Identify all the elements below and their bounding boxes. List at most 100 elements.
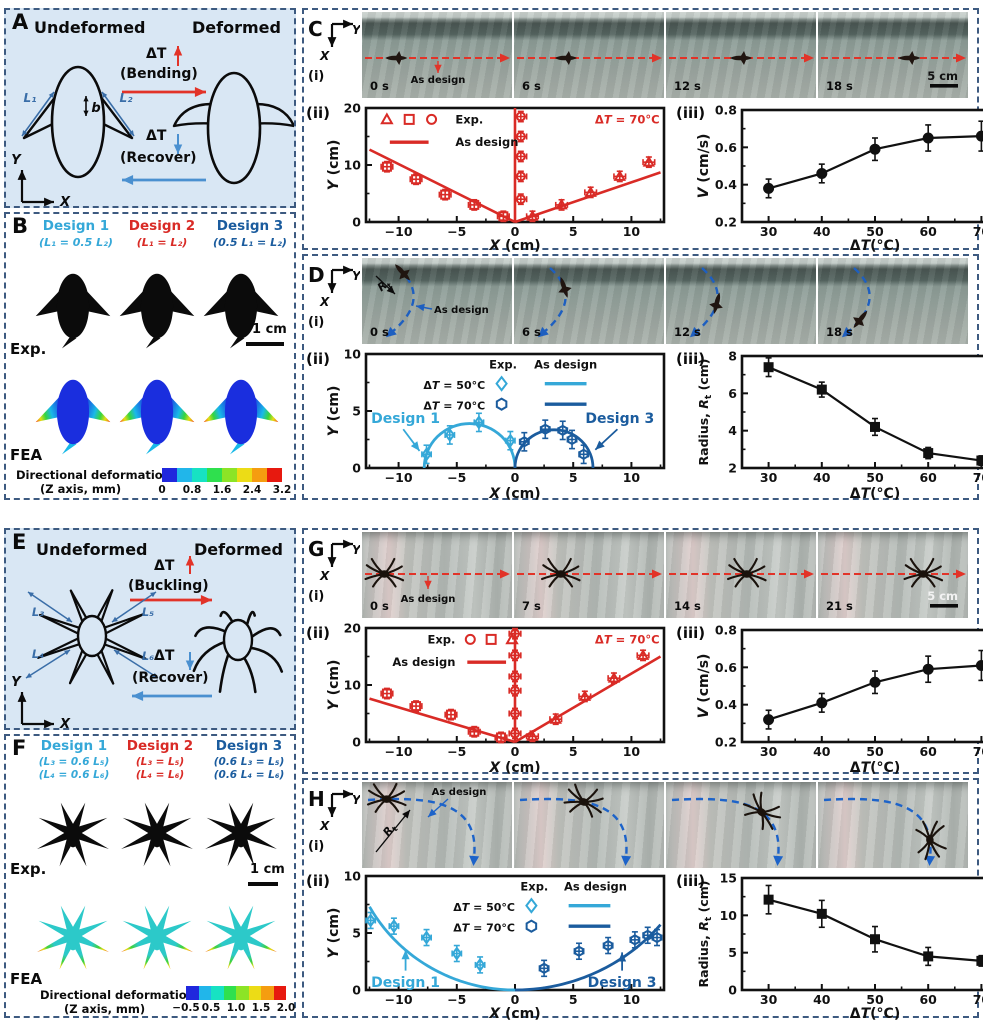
svg-text:V (cm/s): V (cm/s): [696, 134, 712, 199]
svg-text:Y (cm): Y (cm): [326, 386, 342, 437]
photo-frame: 6 s: [514, 258, 664, 344]
svg-text:G: G: [308, 537, 324, 561]
svg-text:10: 10: [344, 870, 362, 884]
subpanel-ii-label: (ii): [306, 104, 330, 122]
fea-row-label: FEA: [10, 446, 43, 464]
svg-text:As design: As design: [411, 75, 466, 86]
panel-b-label: B: [12, 214, 29, 238]
svg-text:X: X: [319, 569, 330, 583]
design-1-formula1: (L₃ = 0.6 L₅): [38, 756, 110, 768]
svg-text:30: 30: [760, 992, 778, 1007]
panel-f-label: F: [12, 736, 27, 760]
svg-text:18 s: 18 s: [826, 325, 853, 339]
panel-e-label: E: [12, 530, 27, 554]
subpanel-iii-label: (iii): [676, 350, 706, 368]
design-3-formula2: (0.6 L₄ = L₆): [213, 769, 285, 781]
chart-c-iii: (iii) 30 40 50 60 70 0.2 0.4 0.6 0.8 ΔT(°C) V (cm/s…: [676, 102, 983, 252]
svg-text:As design: As design: [392, 655, 455, 669]
svg-text:X (cm): X (cm): [488, 760, 540, 774]
panel-h: H Y X (i) As design Rt (ii) −10 −5 0 5 10 0 5 10 X (cm…: [302, 778, 983, 1020]
fea-row-label: FEA: [10, 970, 43, 988]
svg-text:0.4: 0.4: [715, 177, 737, 192]
svg-text:21 s: 21 s: [826, 599, 853, 613]
svg-text:0: 0: [511, 992, 520, 1007]
photo-frame: [666, 782, 816, 868]
panel-h-corner-axes: H Y X (i): [306, 782, 362, 872]
svg-text:C: C: [308, 17, 323, 41]
photo-frame: 0 s As design: [362, 12, 512, 98]
panel-a-label: A: [12, 10, 29, 34]
svg-text:Design 3: Design 3: [585, 411, 654, 427]
svg-text:b: b: [91, 101, 100, 116]
svg-text:50: 50: [866, 224, 884, 239]
panel-d-corner-axes: D Y X (i): [306, 258, 362, 348]
design-2-formula1: (L₃ = L₅): [135, 756, 185, 768]
svg-text:10: 10: [344, 158, 362, 173]
subpanel-iii-label: (iii): [676, 872, 706, 890]
chart-g-iii: (iii) 30 40 50 60 70 0.2 0.4 0.6 0.8 ΔT(°C) V (cm/s…: [676, 622, 983, 774]
svg-text:2: 2: [728, 461, 737, 476]
colorbar: [162, 468, 282, 482]
panel-a: L₁ L₂ b Y X A Undeformed Deformed ΔT (Bendin…: [4, 8, 296, 208]
photo-frame: [514, 782, 664, 868]
svg-text:50: 50: [866, 470, 884, 485]
svg-text:10: 10: [623, 470, 641, 485]
svg-text:L₃: L₃: [32, 605, 44, 619]
deformed-label: Deformed: [192, 18, 281, 37]
photo-frame: 14 s: [666, 532, 816, 618]
svg-text:As design: As design: [534, 357, 597, 371]
svg-text:ΔT = 70°C: ΔT = 70°C: [423, 399, 485, 412]
exp-row-label: Exp.: [10, 340, 47, 358]
photo-frame: 12 s: [666, 258, 816, 344]
svg-text:−10: −10: [385, 470, 413, 485]
svg-text:D: D: [308, 263, 325, 287]
svg-text:60: 60: [919, 470, 937, 485]
fea-fish-design1: [34, 360, 112, 464]
photo-frame: 12 s: [666, 12, 816, 98]
svg-text:X (cm): X (cm): [488, 1006, 540, 1020]
svg-text:−5: −5: [447, 470, 466, 485]
svg-text:−5: −5: [447, 992, 466, 1007]
svg-text:Design 1: Design 1: [371, 975, 440, 991]
svg-text:20: 20: [344, 102, 362, 116]
design-1-formula2: (L₄ = 0.6 L₆): [38, 769, 110, 781]
svg-text:−10: −10: [385, 744, 413, 759]
panel-b: B Design 1 Design 2 Design 3 (L₁ = 0.5 L…: [4, 212, 296, 500]
design-1-formula: (L₁ = 0.5 L₂): [39, 236, 113, 249]
design-2-formula2: (L₄ = L₆): [135, 769, 185, 781]
svg-text:L₂: L₂: [120, 91, 134, 105]
svg-text:(i): (i): [308, 839, 324, 854]
svg-text:70: 70: [973, 744, 983, 759]
fea-fish-design3: [202, 360, 280, 464]
photo-frame: 0 s As design: [362, 532, 512, 618]
colorbar-ticks: −0.5 0.5 1.0 1.5 2.0: [172, 1002, 296, 1014]
svg-text:5: 5: [569, 470, 578, 485]
svg-text:Y: Y: [352, 269, 360, 283]
recover-label: (Recover): [132, 670, 209, 686]
scalebar-label: 1 cm: [250, 862, 285, 877]
design-2-title: Design 2: [126, 738, 194, 754]
svg-text:ΔT(°C): ΔT(°C): [850, 486, 900, 500]
svg-text:As design: As design: [434, 305, 489, 316]
svg-text:6 s: 6 s: [522, 79, 541, 93]
design-1-title: Design 1: [42, 218, 110, 234]
svg-text:0.6: 0.6: [715, 660, 737, 675]
subpanel-iii-label: (iii): [676, 104, 706, 122]
chart-h-ii: (ii) −10 −5 0 5 10 0 5 10 X (cm) Y (cm) Exp. As desi…: [306, 870, 672, 1020]
svg-text:ΔT(°C): ΔT(°C): [850, 1006, 900, 1020]
svg-text:Y (cm): Y (cm): [326, 908, 342, 959]
svg-text:0: 0: [352, 215, 361, 230]
photo-frame: 6 s: [514, 12, 664, 98]
colorbar-ticks: 0 0.8 1.6 2.4 3.2: [158, 484, 292, 496]
svg-text:X: X: [319, 819, 330, 833]
svg-text:0 s: 0 s: [370, 599, 389, 613]
svg-text:7 s: 7 s: [522, 599, 541, 613]
colorbar-title: Directional deformation: [16, 468, 171, 482]
svg-text:30: 30: [760, 470, 778, 485]
subpanel-ii-label: (ii): [306, 872, 330, 890]
svg-text:Exp.: Exp.: [520, 879, 548, 893]
svg-text:H: H: [308, 787, 325, 811]
svg-text:As design: As design: [455, 135, 518, 149]
svg-text:Rt: Rt: [375, 276, 394, 296]
panel-d-photos: D Y X (i) 0 s As design Rt 6 s 12 s 18 s: [306, 258, 968, 348]
